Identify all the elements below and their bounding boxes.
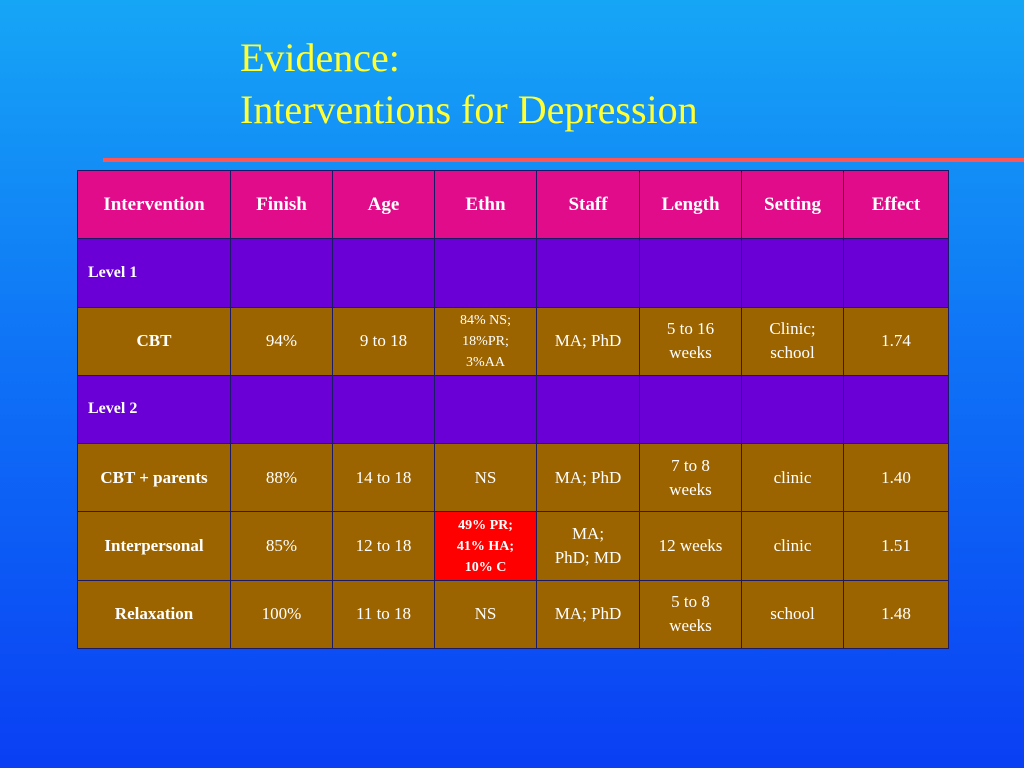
- cell-line: school: [770, 343, 815, 363]
- header-setting: Setting: [741, 169, 844, 240]
- cell-age: 11 to 18: [332, 579, 435, 650]
- cell-setting: clinic: [741, 443, 844, 513]
- cell-finish: 88%: [230, 443, 333, 513]
- cell-staff: MA; PhD: [536, 443, 640, 513]
- cell-line: 41% HA;: [456, 538, 515, 554]
- cell-line: weeks: [669, 616, 712, 636]
- cell-intervention: Relaxation: [77, 579, 231, 650]
- cell-line: MA; PhD: [554, 467, 622, 487]
- cell-staff: MA; PhD: [536, 306, 640, 376]
- cell-line: clinic: [773, 536, 812, 556]
- cell-length: 5 to 8 weeks: [639, 579, 742, 650]
- cell-ethn: NS: [434, 443, 537, 513]
- cell-ethn: 84% NS; 18%PR; 3%AA: [434, 306, 537, 376]
- table-cell: [434, 374, 537, 445]
- cell-length: 12 weeks: [639, 511, 742, 581]
- cell-line: 5 to 16: [666, 319, 715, 339]
- cell-ethn: NS: [434, 579, 537, 650]
- table-row-cbt-parents: CBT + parents 88% 14 to 18 NS MA; PhD 7 …: [77, 443, 949, 513]
- cell-age: 9 to 18: [332, 306, 435, 376]
- cell-line: 3%AA: [466, 354, 505, 370]
- cell-line: PhD; MD: [554, 548, 622, 568]
- header-staff: Staff: [536, 169, 640, 240]
- cell-setting: school: [741, 579, 844, 650]
- cell-effect: 1.74: [843, 306, 949, 376]
- level-2-label: Level 2: [77, 374, 231, 445]
- cell-effect: 1.51: [843, 511, 949, 581]
- header-effect: Effect: [843, 169, 949, 240]
- cell-line: MA;: [571, 524, 605, 544]
- cell-line: MA; PhD: [554, 604, 622, 624]
- table-cell: [332, 374, 435, 445]
- cell-line: 10% C: [464, 559, 507, 575]
- table-cell: [741, 374, 844, 445]
- table-cell: [536, 374, 640, 445]
- cell-line: 18%PR;: [462, 333, 509, 349]
- cell-effect: 1.48: [843, 579, 949, 650]
- cell-length: 7 to 8 weeks: [639, 443, 742, 513]
- title-line-1: Evidence:: [240, 35, 400, 80]
- cell-line: NS: [474, 604, 497, 624]
- header-intervention: Intervention: [77, 169, 231, 240]
- cell-staff: MA; PhD: [536, 579, 640, 650]
- cell-intervention: CBT + parents: [77, 443, 231, 513]
- cell-line: weeks: [669, 479, 712, 499]
- cell-line: clinic: [773, 467, 812, 487]
- cell-line: 84% NS;: [460, 312, 511, 328]
- header-age: Age: [332, 169, 435, 240]
- cell-line: NS: [474, 467, 497, 487]
- cell-staff: MA; PhD; MD: [536, 511, 640, 581]
- table-row-relaxation: Relaxation 100% 11 to 18 NS MA; PhD 5 to…: [77, 579, 949, 650]
- cell-setting: Clinic; school: [741, 306, 844, 376]
- table-cell: [434, 238, 537, 308]
- header-ethn: Ethn: [434, 169, 537, 240]
- cell-finish: 94%: [230, 306, 333, 376]
- table-cell: [843, 374, 949, 445]
- header-length: Length: [639, 169, 742, 240]
- level-2-row: Level 2: [77, 374, 949, 445]
- table-cell: [230, 238, 333, 308]
- cell-line: 5 to 8: [671, 592, 710, 612]
- cell-line: school: [770, 604, 815, 624]
- cell-line: Clinic;: [769, 319, 816, 339]
- table-header-row: Intervention Finish Age Ethn Staff Lengt…: [77, 169, 949, 240]
- table-cell: [332, 238, 435, 308]
- table-row-cbt: CBT 94% 9 to 18 84% NS; 18%PR; 3%AA MA; …: [77, 306, 949, 376]
- cell-line: 49% PR;: [458, 517, 513, 533]
- cell-finish: 85%: [230, 511, 333, 581]
- table-cell: [536, 238, 640, 308]
- cell-effect: 1.40: [843, 443, 949, 513]
- table-cell: [230, 374, 333, 445]
- table-cell: [741, 238, 844, 308]
- header-finish: Finish: [230, 169, 333, 240]
- cell-length: 5 to 16 weeks: [639, 306, 742, 376]
- cell-ethn-highlighted: 49% PR; 41% HA; 10% C: [434, 511, 537, 581]
- cell-age: 12 to 18: [332, 511, 435, 581]
- cell-intervention: Interpersonal: [77, 511, 231, 581]
- cell-setting: clinic: [741, 511, 844, 581]
- table-cell: [639, 238, 742, 308]
- table-cell: [843, 238, 949, 308]
- cell-line: 12 weeks: [658, 536, 723, 556]
- title-line-2: Interventions for Depression: [240, 87, 698, 132]
- table-cell: [639, 374, 742, 445]
- cell-intervention: CBT: [77, 306, 231, 376]
- cell-line: weeks: [669, 343, 712, 363]
- interventions-table: Intervention Finish Age Ethn Staff Lengt…: [77, 169, 949, 650]
- level-1-row: Level 1: [77, 238, 949, 308]
- cell-age: 14 to 18: [332, 443, 435, 513]
- slide-title: Evidence: Interventions for Depression: [240, 32, 698, 136]
- table-row-interpersonal: Interpersonal 85% 12 to 18 49% PR; 41% H…: [77, 511, 949, 581]
- cell-line: MA; PhD: [554, 331, 622, 351]
- level-1-label: Level 1: [77, 238, 231, 308]
- cell-line: 7 to 8: [671, 455, 710, 475]
- title-divider: [103, 158, 1024, 162]
- cell-finish: 100%: [230, 579, 333, 650]
